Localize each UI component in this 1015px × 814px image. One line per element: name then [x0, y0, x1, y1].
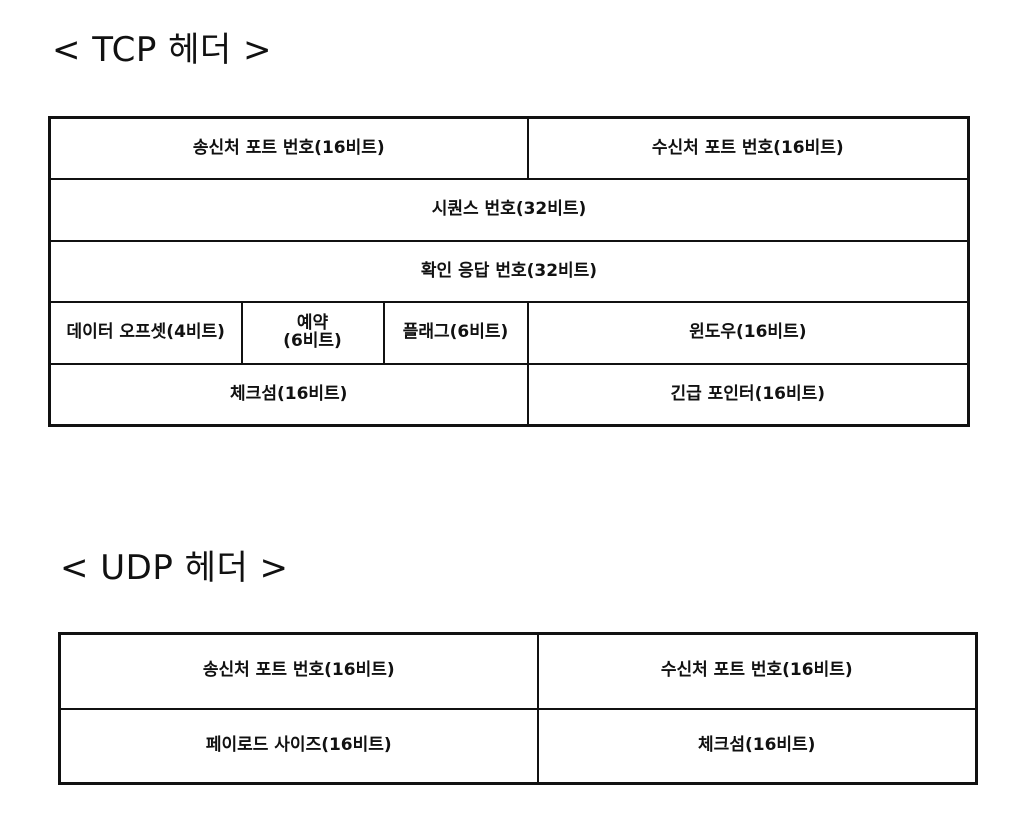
udp-payload-size-cell: 페이로드 사이즈(16비트) [58, 707, 539, 785]
tcp-row-ports: 송신처 포트 번호(16비트) 수신처 포트 번호(16비트) [48, 116, 970, 181]
tcp-window-cell: 윈도우(16비트) [526, 301, 970, 365]
tcp-destination-port-cell: 수신처 포트 번호(16비트) [526, 116, 970, 181]
tcp-data-offset-cell: 데이터 오프셋(4비트) [48, 301, 243, 365]
tcp-sequence-number-cell: 시퀀스 번호(32비트) [48, 178, 970, 242]
tcp-row-sequence: 시퀀스 번호(32비트) [48, 178, 970, 242]
tcp-row-offset-flags-window: 데이터 오프셋(4비트) 예약 (6비트) 플래그(6비트) 윈도우(16비트) [48, 301, 970, 365]
tcp-reserved-cell: 예약 (6비트) [240, 301, 385, 365]
tcp-flags-cell: 플래그(6비트) [382, 301, 529, 365]
udp-header-title: < UDP 헤더 > [60, 548, 289, 588]
udp-row-length-checksum: 페이로드 사이즈(16비트) 체크섬(16비트) [58, 707, 978, 785]
udp-row-ports: 송신처 포트 번호(16비트) 수신처 포트 번호(16비트) [58, 632, 978, 710]
tcp-header-title: < TCP 헤더 > [52, 30, 272, 70]
tcp-ack-number-cell: 확인 응답 번호(32비트) [48, 239, 970, 304]
tcp-source-port-cell: 송신처 포트 번호(16비트) [48, 116, 529, 181]
tcp-row-checksum-urgent: 체크섬(16비트) 긴급 포인터(16비트) [48, 362, 970, 427]
udp-checksum-cell: 체크섬(16비트) [536, 707, 978, 785]
udp-destination-port-cell: 수신처 포트 번호(16비트) [536, 632, 978, 710]
tcp-header-table: 송신처 포트 번호(16비트) 수신처 포트 번호(16비트) 시퀀스 번호(3… [48, 116, 971, 427]
tcp-row-ack: 확인 응답 번호(32비트) [48, 239, 970, 304]
udp-source-port-cell: 송신처 포트 번호(16비트) [58, 632, 539, 710]
tcp-urgent-pointer-cell: 긴급 포인터(16비트) [526, 362, 970, 427]
tcp-checksum-cell: 체크섬(16비트) [48, 362, 529, 427]
udp-header-table: 송신처 포트 번호(16비트) 수신처 포트 번호(16비트) 페이로드 사이즈… [58, 632, 978, 785]
